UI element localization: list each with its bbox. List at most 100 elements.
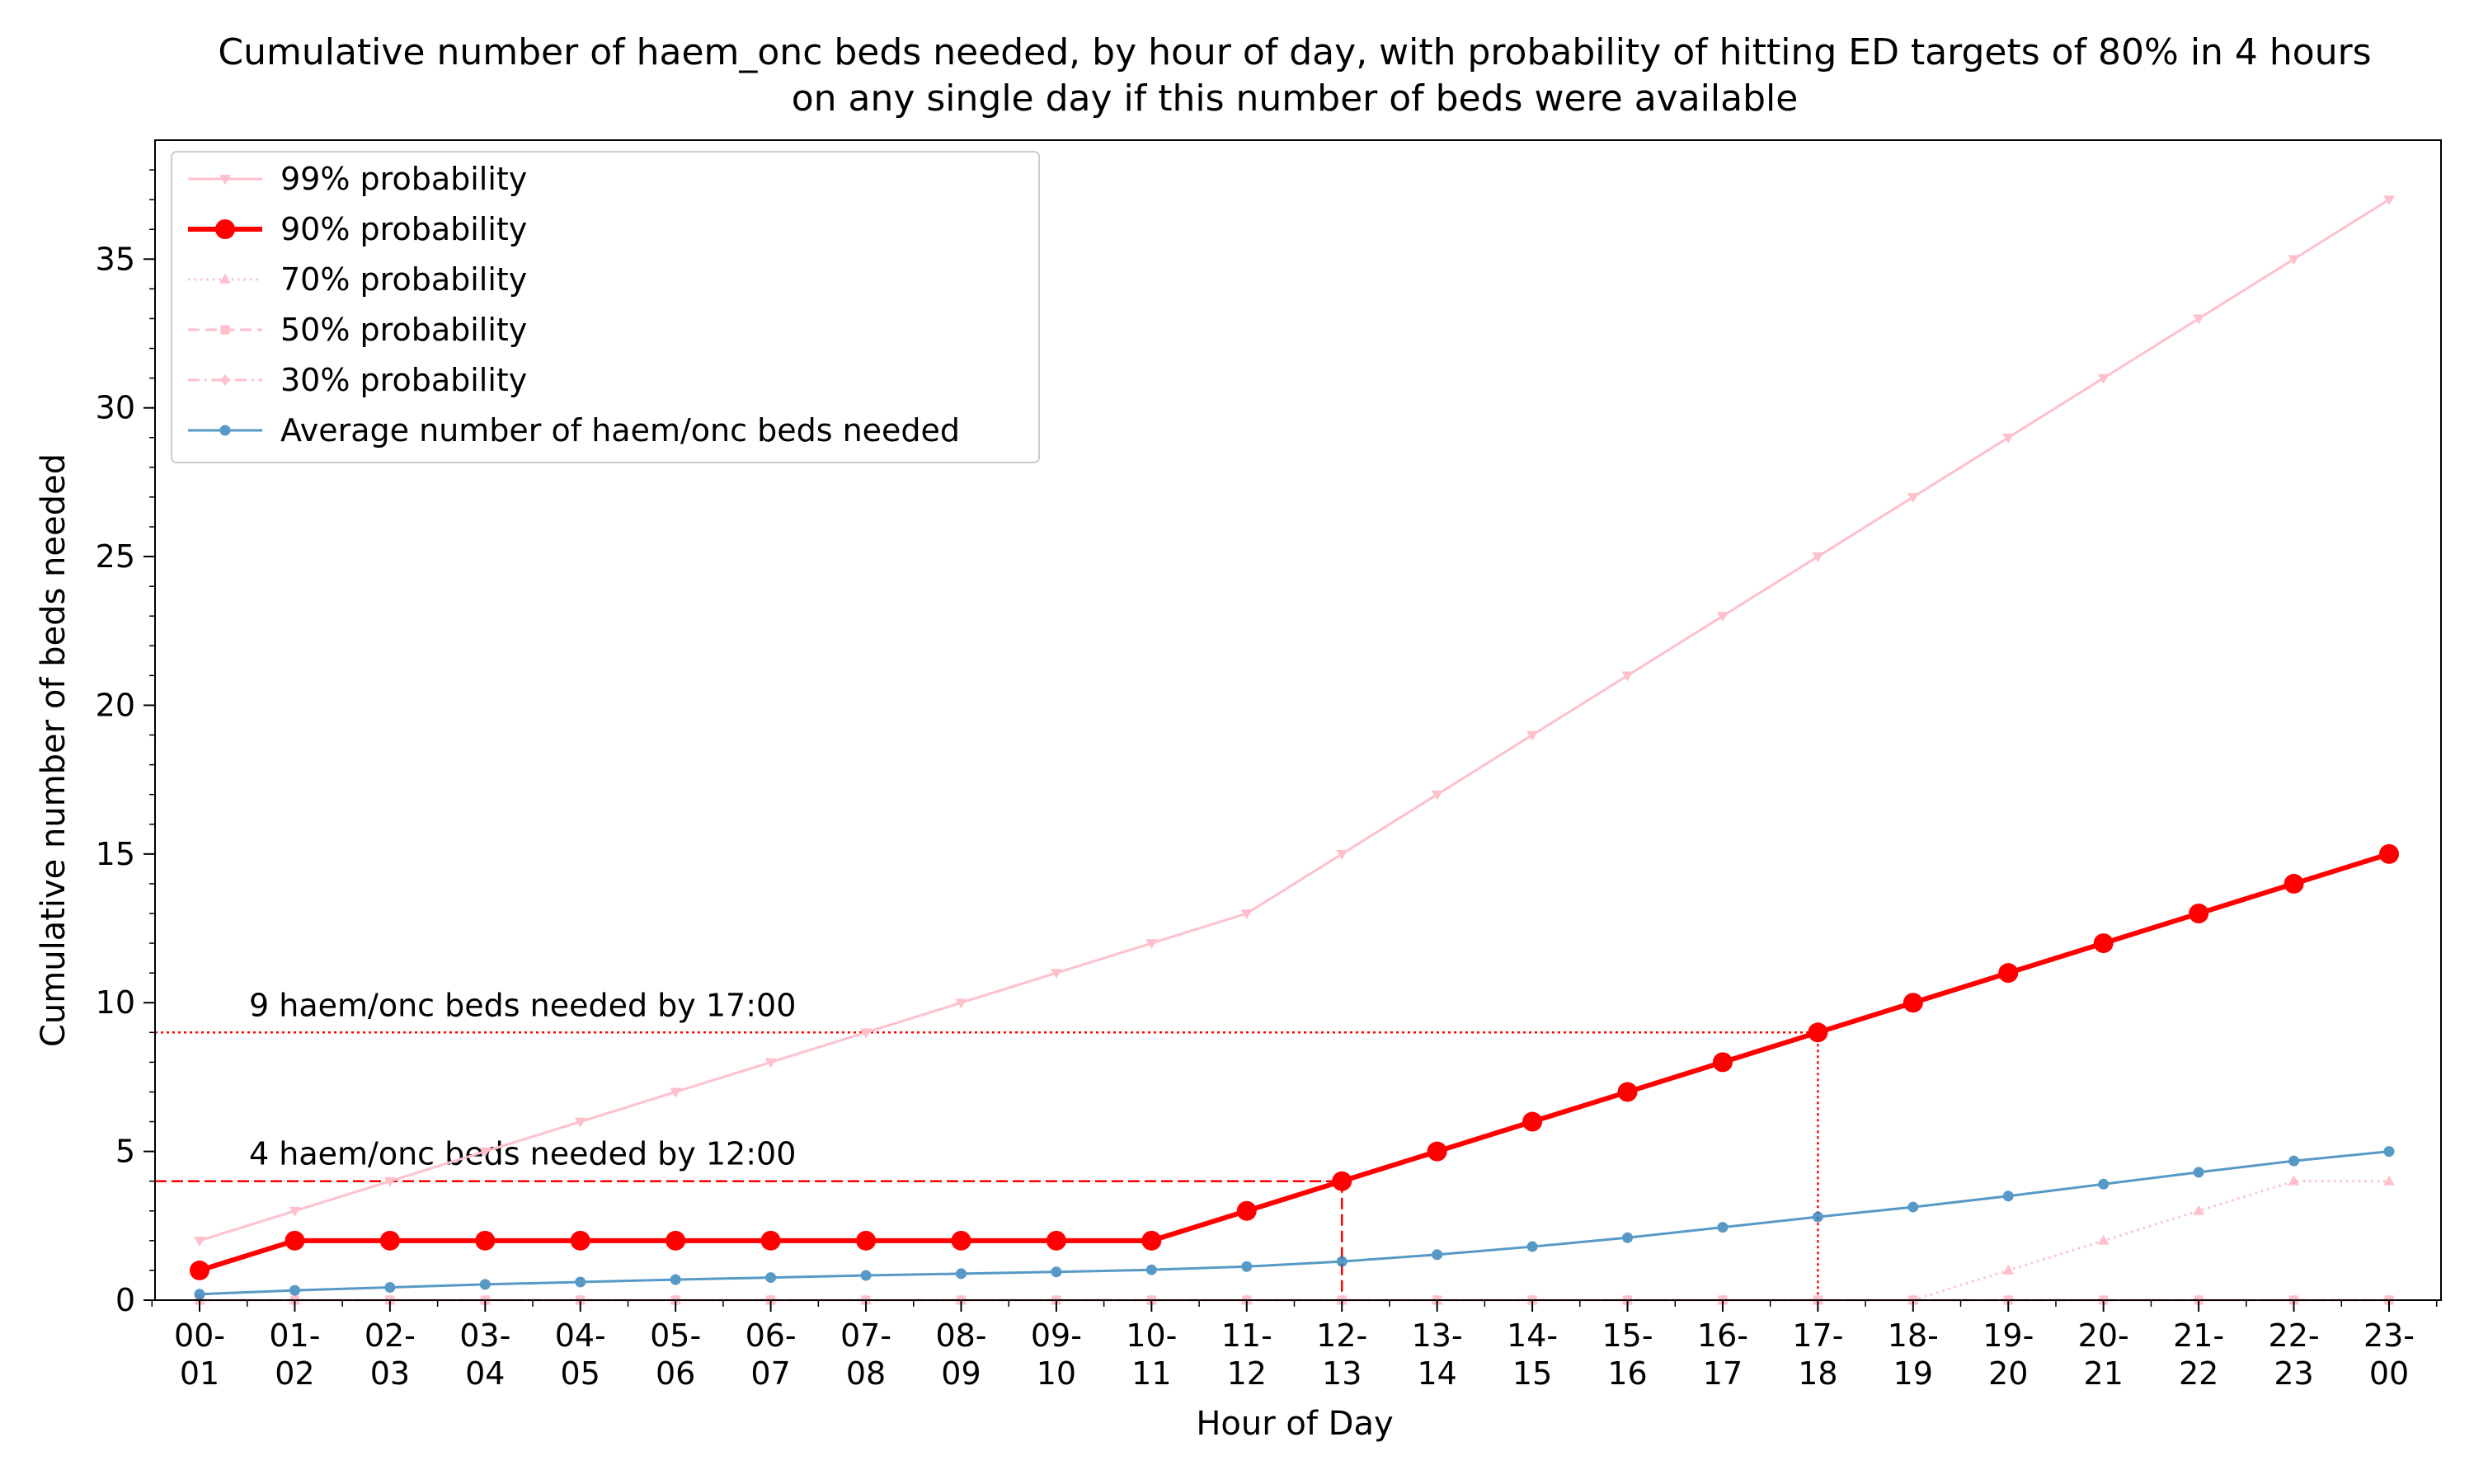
series-line-1 (199, 851, 2390, 1273)
data-point (479, 1147, 492, 1158)
x-tick-label: 12-13 (1316, 1317, 1367, 1392)
legend-swatch-marker (215, 219, 235, 239)
legend-item (188, 219, 262, 239)
data-point (2284, 873, 2304, 894)
data-point (1336, 1294, 1348, 1304)
data-point (1050, 1294, 1062, 1304)
data-point (1145, 1294, 1158, 1304)
data-point (574, 1294, 586, 1304)
data-point (479, 1294, 492, 1304)
x-tick-label: 18-19 (1888, 1317, 1939, 1392)
data-point (190, 1260, 209, 1280)
data-point (1716, 1294, 1729, 1304)
series-5 (194, 1146, 2395, 1300)
legend-item (188, 175, 262, 185)
data-point (1236, 1200, 1257, 1221)
data-point (1336, 1256, 1348, 1267)
data-point (2189, 904, 2209, 923)
y-tick-label: 20 (96, 687, 135, 723)
legend-item (188, 274, 262, 284)
data-point (383, 1294, 396, 1304)
x-tick-label: 06-07 (745, 1317, 797, 1392)
data-point (575, 1276, 586, 1288)
data-point (1903, 993, 1923, 1013)
annotation-text-0: 4 haem/onc beds needed by 12:00 (249, 1136, 796, 1172)
legend-label: 90% probability (280, 211, 527, 247)
x-tick-label: 22-23 (2269, 1317, 2320, 1392)
data-point (2383, 195, 2395, 206)
x-axis: 00-01 01-02 02-03 03-04 04-05 05-06 06-07 07-08… (151, 1300, 2438, 1392)
data-point (1431, 1294, 1443, 1304)
x-tick-label: 05-06 (650, 1317, 701, 1392)
data-point (1336, 849, 1348, 860)
x-tick-label: 00-01 (174, 1317, 225, 1392)
data-point (289, 1284, 300, 1296)
series-0 (194, 195, 2395, 1247)
data-point (2002, 1190, 2014, 1202)
x-tick-label: 09-10 (1031, 1317, 1082, 1392)
legend: 99% probability 90% probability 70% probab… (171, 151, 1040, 463)
data-point (1812, 1211, 1823, 1223)
data-point (764, 1058, 777, 1068)
chart-title-line-1: Cumulative number of haem_onc beds neede… (218, 31, 2371, 73)
y-tick-label: 35 (96, 241, 135, 277)
data-point (1526, 1241, 1538, 1252)
x-tick-label: 23-00 (2363, 1317, 2415, 1392)
x-tick-label: 21-22 (2173, 1317, 2224, 1392)
data-point (2002, 1264, 2015, 1275)
legend-label: 70% probability (280, 261, 527, 298)
data-point (1051, 1266, 1062, 1278)
y-tick-label: 15 (96, 836, 135, 872)
x-axis-label: Hour of Day (1196, 1405, 1393, 1443)
legend-swatch-marker (220, 325, 230, 335)
data-point (1141, 1230, 1162, 1251)
x-tick-label: 10-11 (1126, 1317, 1177, 1392)
data-point (670, 1274, 681, 1285)
data-point (955, 998, 967, 1009)
data-point (760, 1230, 781, 1251)
data-point (1332, 1171, 1352, 1191)
legend-label: Average number of haem/onc beds needed (280, 412, 960, 448)
data-point (1240, 909, 1253, 919)
data-point (670, 1294, 682, 1304)
data-point (289, 1294, 301, 1304)
data-point (955, 1294, 967, 1304)
data-point (1046, 1230, 1066, 1251)
data-point (860, 1270, 872, 1281)
x-tick-label: 02-03 (365, 1317, 416, 1392)
data-point (2098, 1178, 2109, 1190)
data-point (379, 1230, 400, 1251)
x-tick-label: 11-12 (1221, 1317, 1272, 1392)
x-tick-label: 19-20 (1982, 1317, 2034, 1392)
data-point (1526, 1294, 1539, 1304)
annotation-text-1: 9 haem/onc beds needed by 17:00 (249, 987, 796, 1023)
legend-item (188, 325, 262, 335)
data-point (289, 1206, 301, 1217)
data-point (1907, 493, 1919, 503)
legend-item (188, 425, 262, 436)
data-point (1240, 1294, 1253, 1304)
data-point (475, 1230, 496, 1251)
data-point (384, 1281, 396, 1293)
data-point (1998, 963, 2019, 984)
y-tick-label: 10 (96, 984, 135, 1021)
x-tick-label: 04-05 (555, 1317, 606, 1392)
y-tick-label: 30 (96, 390, 135, 426)
x-tick-label: 03-04 (459, 1317, 510, 1392)
data-point (670, 1087, 682, 1098)
data-point (1907, 1294, 1919, 1304)
data-point (765, 1272, 777, 1284)
x-tick-label: 15-16 (1602, 1317, 1653, 1392)
y-tick-label: 25 (96, 538, 135, 575)
legend-label: 99% probability (280, 161, 527, 197)
legend-label: 30% probability (280, 362, 527, 398)
data-point (1145, 939, 1158, 950)
data-point (2097, 373, 2109, 384)
y-axis-label: Cumulative number of beds needed (35, 453, 73, 1047)
annotations: 4 haem/onc beds needed by 12:00 9 haem/on… (155, 987, 1819, 1300)
legend-label: 50% probability (280, 312, 527, 348)
data-point (1522, 1111, 1543, 1132)
legend-swatch-marker (220, 374, 230, 386)
data-point (1622, 1232, 1634, 1243)
data-point (1431, 790, 1443, 801)
